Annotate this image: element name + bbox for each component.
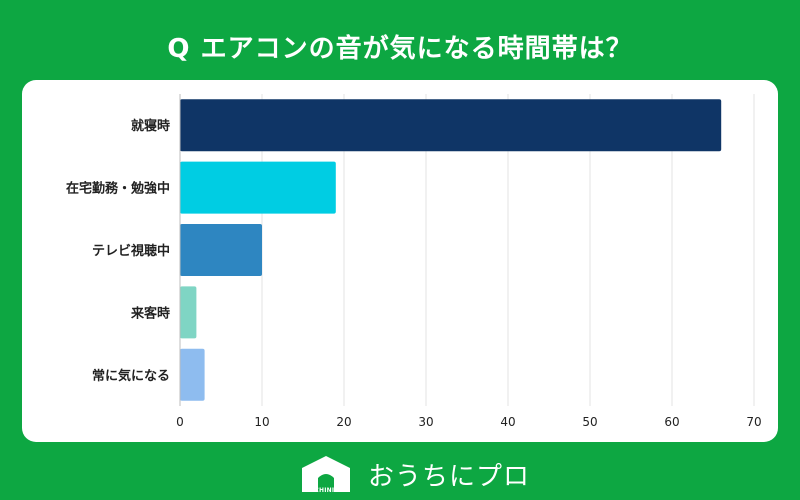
category-label-4: 常に気になる [92,368,170,384]
x-tick-label-3: 30 [418,415,433,429]
house-icon [302,456,350,492]
logo-mark: OUCHINIPRO [300,454,352,494]
bar-2 [180,224,262,276]
category-label-2: テレビ視聴中 [92,243,170,259]
x-tick-label-4: 40 [500,415,515,429]
bar-3 [180,286,197,339]
category-label-0: 就寝時 [131,118,170,134]
x-tick-label-1: 10 [254,415,269,429]
category-label-1: 在宅勤務・勉強中 [66,181,170,197]
chart-card: 就寝時在宅勤務・勉強中テレビ視聴中来客時常に気になる 0 10 20 30 40 50 60 7… [22,80,778,442]
brand-logo: OUCHINIPRO おうちにプロ [300,452,530,496]
category-label-3: 来客時 [130,305,170,321]
brand-name: おうちにプロ [368,461,531,492]
x-tick-label-0: 0 [176,415,184,429]
bar-1 [180,161,336,214]
chart-title: Q エアコンの音が気になる時間帯は？ [167,34,633,64]
x-tick-label-2: 20 [336,415,351,429]
x-tick-label-7: 70 [746,415,761,429]
logo-small-text: OUCHINIPRO [304,487,350,494]
bar-4 [180,348,205,401]
x-tick-label-6: 60 [664,415,679,429]
bar-0 [180,99,722,152]
x-tick-label-5: 50 [582,415,597,429]
footer: OUCHINIPRO おうちにプロ [0,452,800,496]
